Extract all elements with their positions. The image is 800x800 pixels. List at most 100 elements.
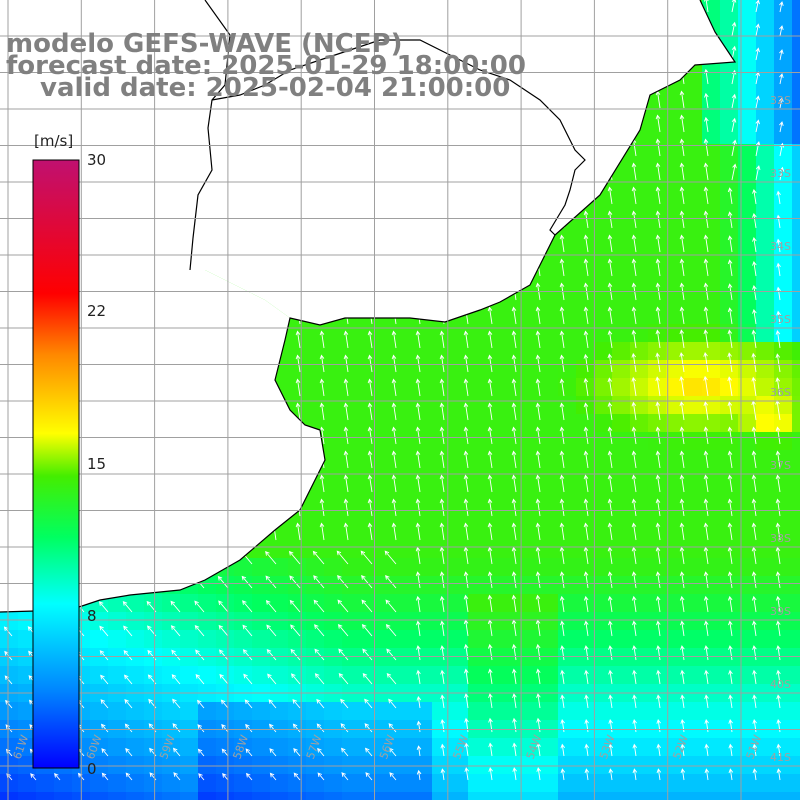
speed-cell	[540, 558, 559, 577]
wind-vector	[512, 767, 517, 781]
speed-cell	[738, 180, 757, 199]
speed-cell	[756, 450, 775, 469]
speed-cell	[90, 612, 109, 631]
wind-vector	[364, 747, 373, 757]
speed-cell	[558, 792, 577, 800]
speed-cell	[522, 648, 541, 667]
wind-vector	[389, 772, 397, 781]
speed-cell	[702, 522, 721, 541]
wind-vector	[217, 575, 229, 589]
wind-vector	[680, 694, 685, 709]
speed-cell	[414, 594, 433, 613]
wind-vector	[583, 522, 589, 541]
speed-cell	[792, 252, 800, 271]
speed-cell	[396, 486, 415, 505]
speed-cell	[0, 756, 19, 775]
wind-vector	[415, 620, 421, 637]
speed-cell	[558, 774, 577, 793]
speed-cell	[414, 522, 433, 541]
speed-cell	[540, 774, 559, 793]
speed-cell	[414, 756, 433, 775]
speed-cell	[306, 666, 325, 685]
wind-vector	[679, 401, 685, 421]
speed-cell	[144, 666, 163, 685]
wind-vector	[560, 669, 565, 685]
speed-cell	[522, 756, 541, 775]
wind-vector	[464, 742, 469, 757]
speed-cell	[468, 576, 487, 595]
wind-vector	[679, 522, 685, 541]
wind-vector	[703, 474, 709, 493]
wind-vector	[727, 329, 733, 349]
speed-cell	[540, 324, 559, 343]
wind-vector	[703, 186, 709, 205]
speed-cell	[504, 360, 523, 379]
speed-cell	[612, 378, 631, 397]
wind-vector	[631, 450, 637, 469]
wind-vector	[98, 601, 109, 613]
speed-cell	[288, 792, 307, 800]
speed-cell	[756, 522, 775, 541]
speed-cell	[576, 756, 595, 775]
wind-vector	[391, 354, 397, 373]
speed-cell	[432, 576, 451, 595]
speed-cell	[180, 738, 199, 757]
speed-cell	[630, 522, 649, 541]
speed-cell	[180, 630, 199, 649]
speed-cell	[684, 324, 703, 343]
speed-cell	[414, 342, 433, 361]
speed-cell	[756, 216, 775, 235]
wind-vector	[268, 699, 277, 709]
lat-label: 41S	[770, 751, 791, 764]
speed-cell	[540, 738, 559, 757]
wind-vector	[535, 522, 541, 541]
wind-vector	[391, 426, 397, 445]
speed-cell	[720, 360, 739, 379]
speed-cell	[630, 594, 649, 613]
speed-cell	[576, 486, 595, 505]
speed-cell	[504, 792, 523, 800]
wind-vector	[415, 522, 421, 541]
speed-cell	[198, 648, 217, 667]
wind-vector	[751, 571, 757, 589]
wind-vector	[731, 139, 737, 157]
wind-vector	[295, 402, 301, 421]
wind-vector	[463, 378, 469, 397]
speed-cell	[216, 630, 235, 649]
speed-cell	[702, 72, 721, 91]
wind-vector	[535, 498, 541, 517]
wind-vector	[388, 723, 397, 733]
speed-cell	[684, 162, 703, 181]
lat-label: 34S	[770, 240, 791, 253]
speed-cell	[738, 162, 757, 181]
wind-vector	[343, 522, 349, 541]
speed-cell	[684, 216, 703, 235]
speed-cell	[468, 558, 487, 577]
wind-vector	[511, 522, 517, 541]
speed-cell	[684, 540, 703, 559]
speed-cell	[540, 450, 559, 469]
wind-vector	[680, 645, 685, 661]
wind-vector	[100, 723, 109, 733]
wind-vector	[559, 571, 565, 589]
speed-cell	[180, 702, 199, 721]
model-title: modelo GEFS-WAVE (NCEP)	[6, 29, 403, 59]
wind-vector	[487, 354, 493, 373]
speed-cell	[558, 522, 577, 541]
speed-cell	[504, 594, 523, 613]
wind-vector	[289, 599, 301, 613]
speed-cell	[504, 648, 523, 667]
speed-cell	[432, 612, 451, 631]
speed-cell	[540, 288, 559, 307]
wind-vector	[172, 747, 181, 757]
speed-cell	[468, 648, 487, 667]
speed-cell	[342, 414, 361, 433]
speed-cell	[648, 630, 667, 649]
speed-cell	[360, 594, 379, 613]
speed-cell	[414, 612, 433, 631]
speed-cell	[126, 756, 145, 775]
speed-cell	[234, 576, 253, 595]
speed-cell	[738, 342, 757, 361]
speed-cell	[432, 558, 451, 577]
speed-cell	[648, 342, 667, 361]
